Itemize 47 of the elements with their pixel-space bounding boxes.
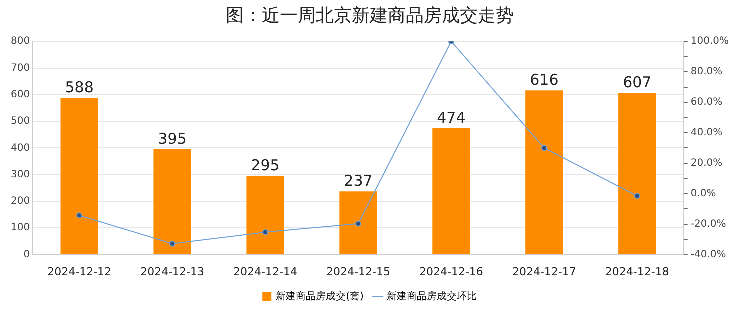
- point: [634, 193, 640, 200]
- data-label: 474: [437, 108, 466, 127]
- bar: [154, 150, 192, 254]
- legend-label: 新建商品房成交环比: [386, 290, 477, 303]
- y-tick-label: 800: [10, 36, 30, 48]
- bar: [340, 192, 378, 254]
- y-tick-label: 0: [24, 249, 30, 260]
- x-tick-label: 2024-12-14: [234, 265, 298, 278]
- point: [170, 240, 176, 247]
- data-label: 588: [65, 78, 94, 96]
- x-tick-label: 2024-12-12: [48, 265, 112, 278]
- y-tick-label: 200: [10, 196, 30, 208]
- bar: [60, 98, 98, 254]
- chart-title: 图：近一周北京新建商品房成交走势: [226, 5, 514, 26]
- y2-tick-label: -40.0%: [690, 249, 726, 260]
- x-tick-label: 2024-12-16: [419, 265, 484, 278]
- point: [76, 212, 83, 219]
- bar: [246, 176, 284, 254]
- y2-tick-label: 40.0%: [690, 128, 723, 139]
- x-tick-label: 2024-12-18: [605, 265, 670, 278]
- y2-tick-label: 100.0%: [690, 36, 730, 48]
- data-label: 295: [251, 156, 280, 175]
- y2-tick-label: 20.0%: [690, 158, 723, 170]
- y-tick-label: 500: [10, 116, 30, 128]
- y-tick-label: 100: [10, 222, 30, 234]
- bar: [618, 93, 656, 254]
- point: [262, 229, 269, 236]
- y-tick-label: 600: [10, 89, 30, 100]
- data-label: 237: [344, 172, 373, 190]
- y-tick-label: 700: [10, 62, 30, 74]
- y-tick-label: 300: [10, 169, 30, 180]
- x-tick-label: 2024-12-17: [512, 265, 576, 278]
- bar: [526, 90, 564, 254]
- legend-label: 新建商品房成交(套): [276, 290, 364, 303]
- y2-tick-label: 60.0%: [690, 97, 723, 108]
- x-tick-label: 2024-12-13: [140, 265, 205, 278]
- y2-tick-label: -20.0%: [690, 218, 726, 230]
- y2-tick-label: 80.0%: [690, 66, 723, 78]
- y2-tick-label: 0.0%: [690, 188, 716, 200]
- y-tick-label: 400: [10, 142, 30, 154]
- data-label: 607: [623, 73, 652, 92]
- x-tick-label: 2024-12-15: [326, 265, 390, 278]
- data-label: 395: [158, 130, 187, 148]
- point: [355, 220, 362, 227]
- bar: [432, 128, 470, 254]
- data-label: 616: [530, 71, 559, 90]
- point: [541, 145, 548, 152]
